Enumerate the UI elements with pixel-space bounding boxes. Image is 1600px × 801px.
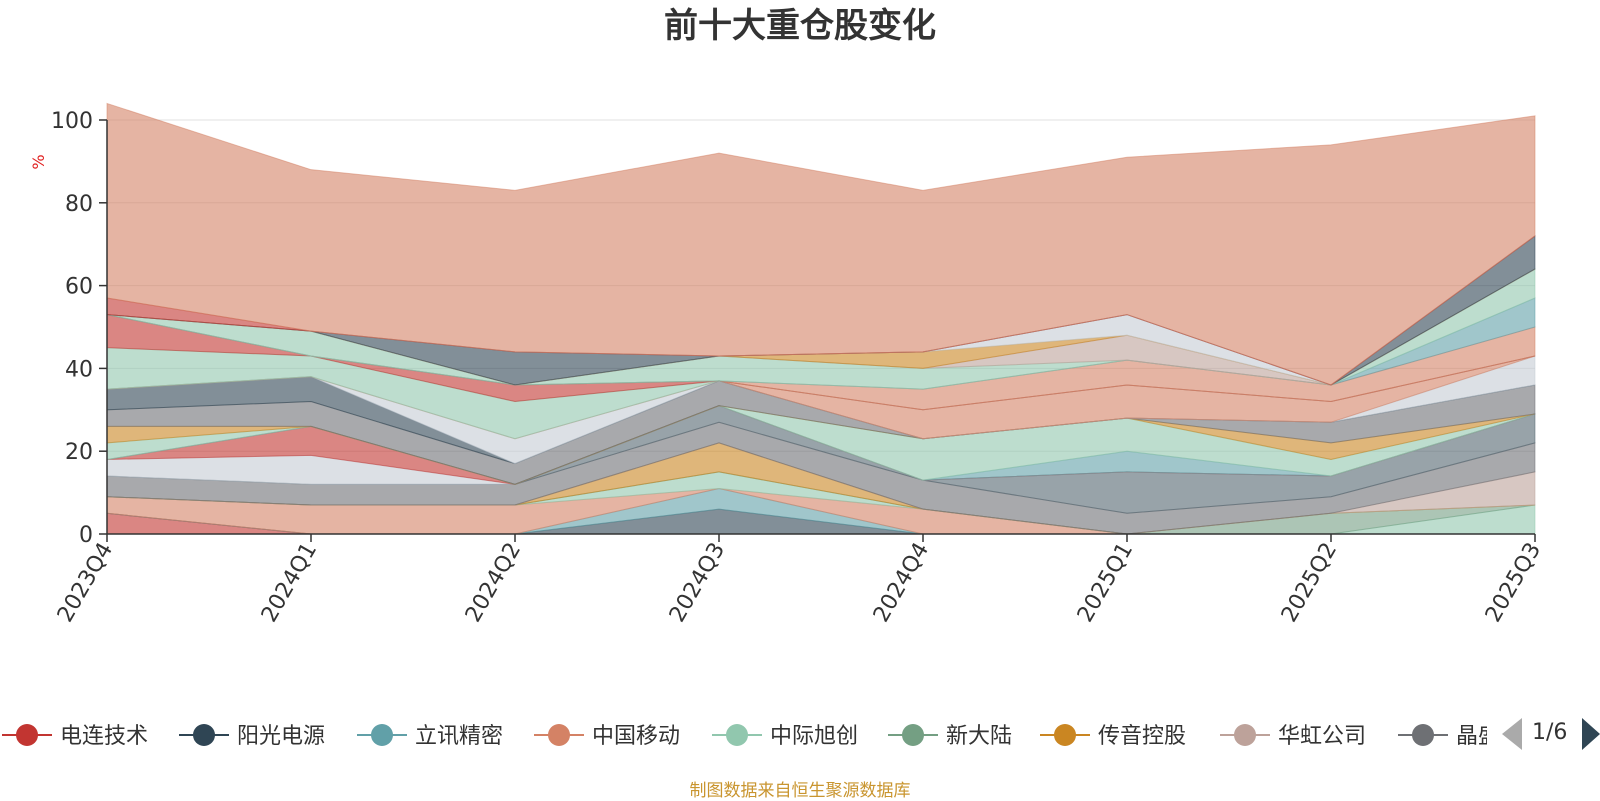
legend-items: 电连技术 阳光电源 立讯精密 中国移动 中际旭创 新大陆 传音控股 华虹公司 晶盛机电 [2, 724, 1544, 749]
legend-circle-marker [1234, 724, 1256, 746]
legend-item[interactable]: 中际旭创 [712, 724, 858, 749]
data-source-note: 制图数据来自恒生聚源数据库 [689, 781, 911, 801]
legend-item[interactable]: 立讯精密 [357, 724, 503, 749]
x-tick-label: 2023Q4 [53, 539, 118, 627]
x-tick-label: 2024Q3 [665, 539, 730, 627]
y-tick-label: 20 [65, 440, 93, 465]
y-tick-label: 0 [79, 523, 93, 548]
legend-label: 阳光电源 [237, 724, 325, 749]
y-tick-label: 40 [65, 357, 93, 382]
legend-item[interactable]: 华虹公司 [1220, 724, 1366, 749]
legend-label: 新大陆 [946, 724, 1012, 749]
stacked-areas [106, 102, 1536, 535]
legend-label: 晶盛机电 [1456, 724, 1544, 749]
x-tick-label: 2024Q1 [257, 539, 322, 627]
x-tick-label: 2024Q2 [461, 539, 526, 627]
area-series [106, 102, 1536, 386]
legend-item[interactable]: 新大陆 [888, 724, 1012, 749]
x-tick-label: 2025Q3 [1481, 539, 1546, 627]
legend-circle-marker [548, 724, 570, 746]
x-tick-label: 2024Q4 [869, 539, 934, 627]
legend-item[interactable]: 晶盛机电 [1398, 724, 1544, 749]
legend-circle-marker [726, 724, 748, 746]
legend-label: 电连技术 [60, 724, 148, 749]
legend-circle-marker [16, 724, 38, 746]
y-tick-label: 100 [51, 109, 93, 134]
legend-circle-marker [1054, 724, 1076, 746]
legend-label: 立讯精密 [415, 724, 503, 749]
legend-label: 传音控股 [1098, 724, 1186, 749]
x-tick-label: 2025Q2 [1277, 539, 1342, 627]
legend-label: 中际旭创 [770, 724, 858, 749]
legend-item[interactable]: 中国移动 [534, 724, 680, 749]
legend-label: 华虹公司 [1278, 724, 1366, 749]
legend-item[interactable]: 电连技术 [2, 724, 148, 749]
y-axis-unit-label: % [29, 154, 48, 169]
y-tick-label: 60 [65, 275, 93, 300]
legend-item[interactable]: 传音控股 [1040, 724, 1186, 749]
y-tick-label: 80 [65, 192, 93, 217]
legend-circle-marker [1412, 724, 1434, 746]
legend-item[interactable]: 阳光电源 [179, 724, 325, 749]
legend-next-page-icon[interactable] [1582, 718, 1600, 750]
legend: 电连技术 阳光电源 立讯精密 中国移动 中际旭创 新大陆 传音控股 华虹公司 晶盛机电 [2, 724, 1544, 749]
legend-prev-page-icon[interactable] [1502, 718, 1522, 750]
chart-title: 前十大重仓股变化 [664, 6, 936, 46]
x-tick-label: 2025Q1 [1073, 539, 1138, 627]
legend-page-indicator: 1/6 [1532, 720, 1568, 745]
legend-circle-marker [193, 724, 215, 746]
legend-circle-marker [371, 724, 393, 746]
legend-label: 中国移动 [592, 724, 680, 749]
legend-circle-marker [902, 724, 924, 746]
